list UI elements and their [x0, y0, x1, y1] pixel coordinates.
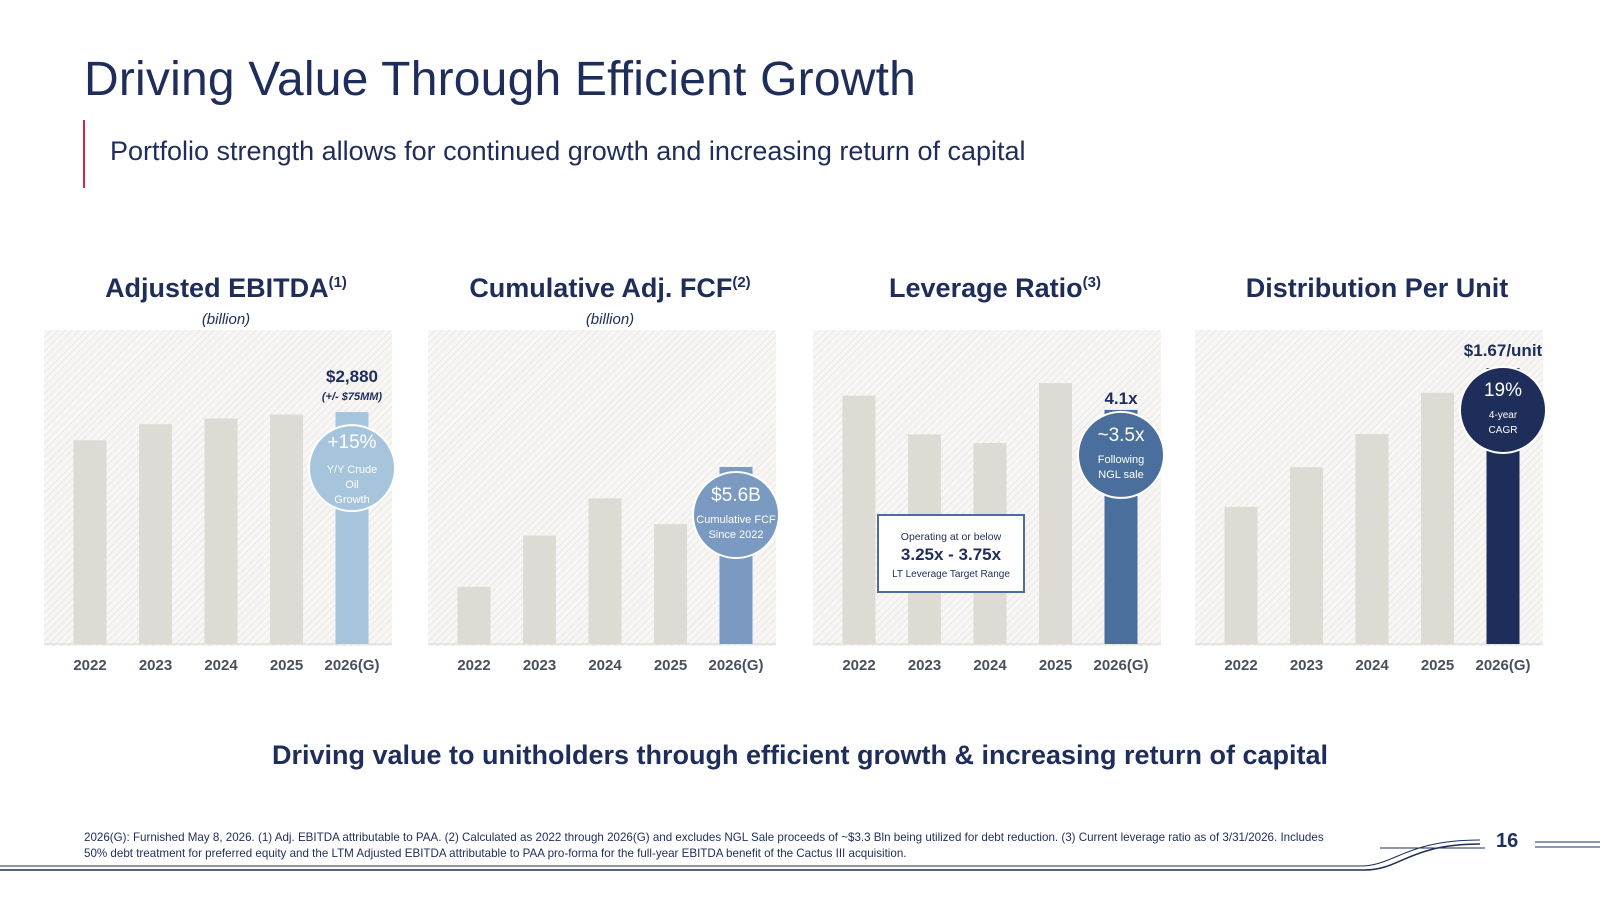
bar-2023	[139, 424, 172, 644]
page-subtitle: Portfolio strength allows for continued …	[110, 136, 1026, 166]
tick-label-2024: 2024	[204, 657, 238, 674]
target-box-top-text: Operating at or below	[901, 531, 1002, 543]
tick-label-2025: 2025	[270, 657, 303, 674]
subtitle-accent-bar	[83, 120, 85, 188]
page-title: Driving Value Through Efficient Growth	[84, 53, 917, 106]
bar-2022	[457, 586, 491, 644]
chart-distribution-per-unit: 2022 2023 2024 2025 2026(G) $1.67/unit 19% 4-ye…	[1195, 330, 1547, 674]
badge-caption-line: Following	[1098, 454, 1144, 466]
value-label: $2,880	[326, 367, 378, 386]
value-label: 4.1x	[1104, 389, 1138, 408]
chart-unit-adjusted-ebitda: (billion)	[201, 311, 251, 328]
badge-main-text: +15%	[327, 432, 376, 453]
bar-2024	[588, 498, 622, 644]
bar-2025	[1421, 392, 1454, 644]
bar-2025	[270, 414, 303, 644]
bar-2025	[1039, 383, 1072, 644]
bar-2022	[842, 395, 876, 644]
tick-label-2024: 2024	[588, 657, 622, 674]
tick-label-2025: 2025	[1039, 657, 1072, 674]
tick-label-2022: 2022	[457, 657, 490, 674]
chart-adjusted-ebitda: 2022 2023 2024 2025 2026(G) $2,880 (+/- $75MM)…	[44, 330, 396, 674]
bar-2025	[654, 524, 687, 644]
chart-title-distribution-per-unit: Distribution Per Unit	[1245, 273, 1509, 303]
footnote: 2026(G): Furnished May 8, 2026. (1) Adj.…	[84, 831, 1324, 860]
chart-title-adjusted-ebitda: Adjusted EBITDA(1)	[105, 273, 347, 303]
footer-swoosh-line-inner	[0, 839, 1481, 867]
chart-leverage-ratio: 2022 2023 2024 2025 2026(G) 4.1x ~3.5x Followin…	[813, 330, 1165, 674]
badge-circle	[692, 471, 780, 560]
page-number: 16	[1496, 830, 1519, 852]
tick-label-2023: 2023	[139, 657, 172, 674]
badge-caption-line: Since 2022	[708, 529, 763, 541]
tick-label-2022: 2022	[1224, 657, 1257, 674]
leverage-target-box: Operating at or below 3.25x - 3.75x LT Lev…	[877, 514, 1025, 593]
chart-unit-cumulative-fcf: (billion)	[585, 311, 635, 328]
tick-label-2024: 2024	[973, 657, 1007, 674]
tick-label-2023: 2023	[1290, 657, 1323, 674]
tick-label-2025: 2025	[654, 657, 687, 674]
badge-caption-line: 4-year	[1489, 410, 1518, 421]
tick-label-2023: 2023	[908, 657, 941, 674]
tick-label-2026(G): 2026(G)	[324, 657, 379, 674]
bar-2023	[523, 535, 556, 644]
badge-main-text: 19%	[1484, 380, 1522, 401]
badge-caption-line: Y/Y Crude	[327, 464, 378, 476]
tick-label-2026(G): 2026(G)	[1093, 657, 1148, 674]
bar-2022	[1224, 506, 1258, 644]
bar-2022	[73, 440, 107, 644]
chart-cumulative-fcf: 2022 2023 2024 2025 2026(G) $5.6B Cumulative F…	[428, 330, 780, 674]
target-box-bottom-text: LT Leverage Target Range	[892, 569, 1010, 580]
tick-label-2024: 2024	[1355, 657, 1389, 674]
target-box-range-text: 3.25x - 3.75x	[901, 545, 1002, 564]
badge-main-text: ~3.5x	[1097, 425, 1145, 446]
badge-circle	[308, 424, 396, 513]
value-label: $1.67/unit	[1464, 341, 1543, 360]
bar-2023	[1290, 467, 1323, 644]
footer-swoosh-line	[0, 843, 1481, 871]
badge-caption-line: Growth	[334, 494, 369, 506]
footer-decoration	[0, 839, 1600, 871]
tick-label-2026(G): 2026(G)	[708, 657, 763, 674]
tick-label-2022: 2022	[73, 657, 106, 674]
badge-caption-line: Cumulative FCF	[696, 514, 776, 526]
tick-label-2022: 2022	[842, 657, 875, 674]
bar-2024	[204, 418, 238, 644]
badge-circle	[1077, 410, 1165, 499]
badge-circle	[1459, 366, 1547, 455]
tick-label-2023: 2023	[523, 657, 556, 674]
badge-caption-line: CAGR	[1489, 425, 1518, 436]
bar-2024	[1355, 434, 1389, 644]
badge-caption-line: NGL sale	[1098, 469, 1143, 481]
tagline: Driving value to unitholders through eff…	[271, 740, 1329, 770]
badge-caption-line: Oil	[345, 479, 358, 491]
tick-label-2026(G): 2026(G)	[1475, 657, 1530, 674]
tick-label-2025: 2025	[1421, 657, 1454, 674]
badge-main-text: $5.6B	[711, 485, 761, 506]
chart-title-cumulative-fcf: Cumulative Adj. FCF(2)	[469, 273, 751, 303]
value-note: (+/- $75MM)	[322, 391, 383, 403]
chart-title-leverage-ratio: Leverage Ratio(3)	[889, 273, 1101, 303]
